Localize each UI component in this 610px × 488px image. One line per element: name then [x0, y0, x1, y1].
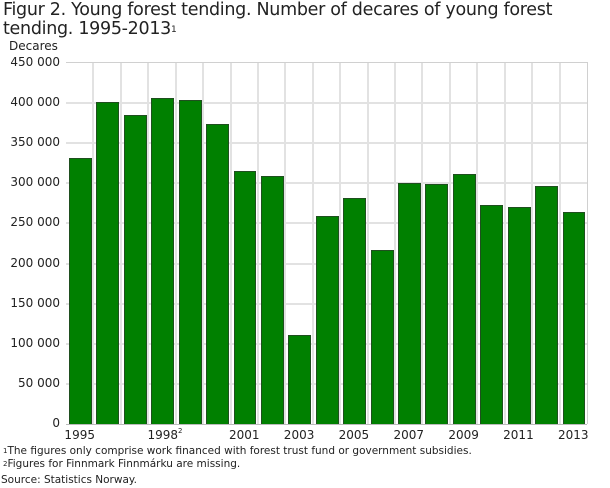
bar-2012[interactable]	[535, 185, 559, 424]
footnote-1: 1The figures only comprise work financed…	[3, 445, 472, 457]
y-tick-label: 150 000	[10, 295, 60, 310]
x-axis-line	[66, 424, 587, 425]
y-tick-label: 250 000	[10, 215, 60, 230]
v-gridline	[174, 63, 177, 424]
x-tick-label: 2003	[283, 428, 315, 442]
x-tick-label: 2005	[338, 428, 370, 442]
bar-2001[interactable]	[233, 171, 257, 424]
bar-2013[interactable]	[562, 212, 586, 424]
h-gridline	[66, 182, 587, 185]
v-gridline	[339, 63, 342, 424]
title-footnote-marker: 1	[171, 25, 177, 35]
x-tick-label: 2001	[228, 428, 260, 442]
y-tick-label: 400 000	[10, 95, 60, 110]
bar-2002[interactable]	[260, 176, 284, 424]
bar-1999[interactable]	[178, 99, 202, 424]
v-gridline	[394, 63, 397, 424]
v-gridline	[119, 63, 122, 424]
footnotes: 1The figures only comprise work financed…	[3, 445, 472, 471]
y-tick-label: 300 000	[10, 175, 60, 190]
plot-area	[66, 62, 588, 425]
y-tick-label: 50 000	[18, 375, 60, 390]
chart-title: Figur 2. Young forest tending. Number of…	[3, 1, 608, 39]
v-gridline	[476, 63, 479, 424]
x-tick-label: 2007	[393, 428, 425, 442]
y-tick-label: 200 000	[10, 255, 60, 270]
bar-2005[interactable]	[343, 197, 367, 424]
bar-2004[interactable]	[315, 216, 339, 424]
y-tick-label: 0	[52, 416, 60, 430]
v-gridline	[311, 63, 314, 424]
v-gridline	[531, 63, 534, 424]
v-gridline	[421, 63, 424, 424]
bar-2008[interactable]	[425, 184, 449, 424]
bar-2011[interactable]	[507, 206, 531, 424]
bar-2009[interactable]	[452, 173, 476, 424]
v-gridline	[256, 63, 259, 424]
v-gridline	[558, 63, 561, 424]
x-tick-label: 2009	[448, 428, 479, 442]
chart-title-text: Figur 2. Young forest tending. Number of…	[3, 0, 553, 39]
bar-1998[interactable]	[151, 98, 175, 424]
footnote-2: 2Figures for Finnmark Finnmárku are miss…	[3, 458, 241, 470]
bar-1995[interactable]	[69, 158, 92, 424]
x-tick-label: 19982	[147, 427, 183, 442]
v-gridline	[284, 63, 287, 424]
v-gridline	[448, 63, 451, 424]
bar-2000[interactable]	[206, 123, 229, 424]
y-tick-label: 100 000	[10, 335, 60, 350]
v-gridline	[229, 63, 232, 424]
v-gridline	[92, 63, 95, 424]
h-gridline	[66, 142, 587, 145]
y-axis-label: Decares	[9, 39, 58, 53]
bar-2007[interactable]	[398, 183, 421, 424]
x-tick-label: 2013	[558, 428, 589, 442]
v-gridline	[147, 63, 150, 424]
v-gridline	[366, 63, 369, 424]
bar-2006[interactable]	[370, 249, 394, 424]
v-gridline	[202, 63, 205, 424]
y-tick-label: 450 000	[10, 55, 60, 69]
h-gridline	[66, 102, 587, 105]
bar-1996[interactable]	[96, 101, 120, 424]
bar-2003[interactable]	[288, 334, 312, 424]
source-note: Source: Statistics Norway.	[1, 474, 137, 486]
y-tick-label: 350 000	[10, 135, 60, 150]
v-gridline	[503, 63, 506, 424]
x-tick-label: 1995	[64, 428, 95, 442]
bar-1997[interactable]	[123, 115, 147, 424]
bar-2010[interactable]	[480, 205, 504, 424]
x-tick-label: 2011	[503, 428, 534, 442]
